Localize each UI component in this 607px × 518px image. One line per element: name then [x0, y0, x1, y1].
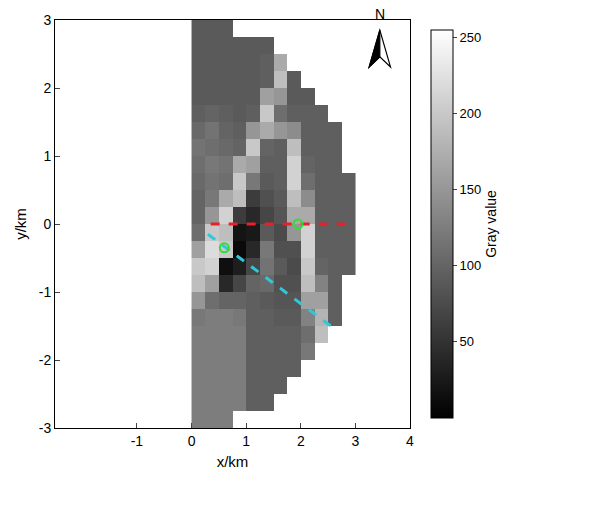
- svg-text:1: 1: [43, 148, 51, 164]
- svg-text:-3: -3: [39, 420, 52, 436]
- svg-text:N: N: [375, 6, 385, 22]
- svg-text:50: 50: [460, 334, 474, 349]
- svg-text:Gray value: Gray value: [483, 190, 499, 258]
- svg-text:0: 0: [43, 216, 51, 232]
- svg-text:0: 0: [188, 433, 196, 449]
- svg-text:4: 4: [406, 433, 414, 449]
- svg-text:y/km: y/km: [12, 208, 29, 240]
- svg-text:3: 3: [43, 12, 51, 28]
- svg-text:-1: -1: [39, 284, 52, 300]
- svg-text:1: 1: [242, 433, 250, 449]
- svg-text:2: 2: [297, 433, 305, 449]
- svg-text:100: 100: [460, 258, 482, 273]
- svg-text:x/km: x/km: [217, 453, 249, 470]
- svg-text:200: 200: [460, 106, 482, 121]
- svg-text:2: 2: [43, 80, 51, 96]
- svg-text:-2: -2: [39, 352, 52, 368]
- svg-text:-1: -1: [131, 433, 144, 449]
- svg-text:150: 150: [460, 182, 482, 197]
- svg-text:250: 250: [460, 30, 482, 45]
- svg-text:3: 3: [351, 433, 359, 449]
